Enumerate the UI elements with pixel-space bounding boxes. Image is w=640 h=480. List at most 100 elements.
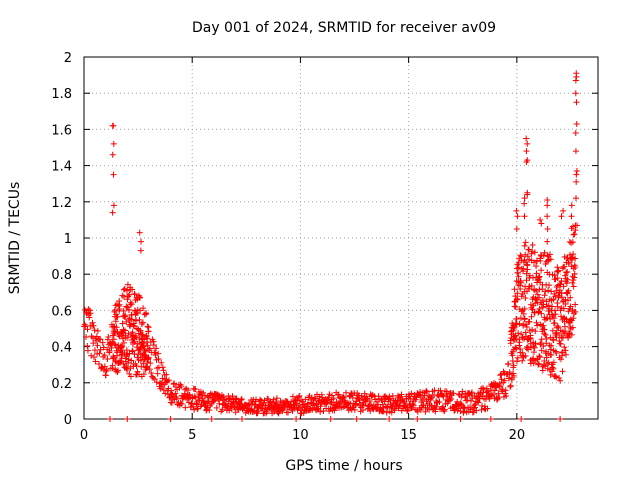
data-point: [490, 391, 497, 398]
y-tick-label: 2: [64, 51, 72, 66]
data-point: [293, 416, 300, 422]
data-point: [325, 394, 332, 401]
data-point: [548, 352, 555, 359]
data-point: [536, 273, 543, 280]
data-point: [540, 301, 547, 308]
data-point: [480, 386, 487, 393]
data-point: [145, 324, 152, 331]
data-point: [541, 326, 548, 333]
data-point: [441, 406, 448, 413]
data-point: [414, 416, 421, 422]
data-point: [522, 239, 529, 246]
data-point: [133, 362, 140, 369]
data-point: [226, 407, 233, 414]
data-point: [554, 275, 561, 282]
data-point: [526, 318, 533, 325]
data-point: [383, 409, 390, 416]
data-point: [160, 367, 167, 374]
data-point: [557, 356, 564, 363]
data-point: [166, 394, 173, 401]
data-point: [521, 242, 528, 249]
data-point: [178, 400, 185, 407]
data-point: [567, 303, 574, 310]
data-point: [112, 302, 119, 309]
data-point: [233, 395, 240, 402]
data-point: [525, 346, 532, 353]
data-point: [191, 393, 198, 400]
data-point: [397, 402, 404, 409]
data-point: [149, 373, 156, 380]
data-point: [91, 347, 98, 354]
y-tick-label: 0.6: [51, 304, 72, 319]
data-point: [553, 349, 560, 356]
data-point: [100, 344, 107, 351]
data-point: [537, 216, 544, 223]
data-point: [138, 320, 145, 327]
data-point: [564, 254, 571, 261]
data-point: [384, 404, 391, 411]
data-point: [311, 395, 318, 402]
data-point: [523, 158, 530, 165]
data-point: [529, 242, 536, 249]
data-point: [340, 393, 347, 400]
data-point: [487, 416, 494, 422]
data-point: [561, 263, 568, 270]
data-point: [141, 346, 148, 353]
data-point: [136, 229, 143, 236]
data-point: [353, 416, 360, 422]
data-point: [457, 416, 464, 422]
data-point: [536, 353, 543, 360]
data-point: [409, 400, 416, 407]
data-point: [514, 296, 521, 303]
data-point: [314, 405, 321, 412]
data-point: [191, 406, 198, 413]
data-point: [203, 407, 210, 414]
data-point: [563, 269, 570, 276]
data-point: [335, 391, 342, 398]
data-point: [127, 299, 134, 306]
data-point: [153, 379, 160, 386]
data-point: [514, 290, 521, 297]
data-point: [530, 349, 537, 356]
data-point: [115, 367, 122, 374]
data-point: [549, 303, 556, 310]
data-point: [152, 351, 159, 358]
data-point: [513, 358, 520, 365]
data-point: [511, 336, 518, 343]
data-point: [552, 372, 559, 379]
data-points: [81, 70, 581, 422]
data-point: [478, 406, 485, 413]
data-point: [122, 313, 129, 320]
data-point: [83, 333, 90, 340]
data-point: [110, 171, 117, 178]
data-point: [146, 366, 153, 373]
data-point: [470, 409, 477, 416]
data-point: [502, 387, 509, 394]
data-point: [510, 362, 517, 369]
data-point: [512, 303, 519, 310]
data-point: [521, 315, 528, 322]
data-point: [567, 294, 574, 301]
data-point: [568, 331, 575, 338]
data-point: [487, 387, 494, 394]
data-point: [125, 330, 132, 337]
data-point: [84, 326, 91, 333]
data-point: [134, 340, 141, 347]
data-point: [459, 388, 466, 395]
data-point: [536, 354, 543, 361]
data-point: [544, 213, 551, 220]
data-point: [136, 316, 143, 323]
data-point: [514, 269, 521, 276]
data-point: [557, 377, 564, 384]
y-tick-label: 1.8: [51, 87, 72, 102]
data-point: [89, 319, 96, 326]
data-point: [97, 346, 104, 353]
data-point: [518, 279, 525, 286]
data-point: [206, 407, 213, 414]
data-point: [518, 331, 525, 338]
data-point: [137, 247, 144, 254]
data-point: [304, 400, 311, 407]
data-point: [232, 396, 239, 403]
data-point: [545, 257, 552, 264]
